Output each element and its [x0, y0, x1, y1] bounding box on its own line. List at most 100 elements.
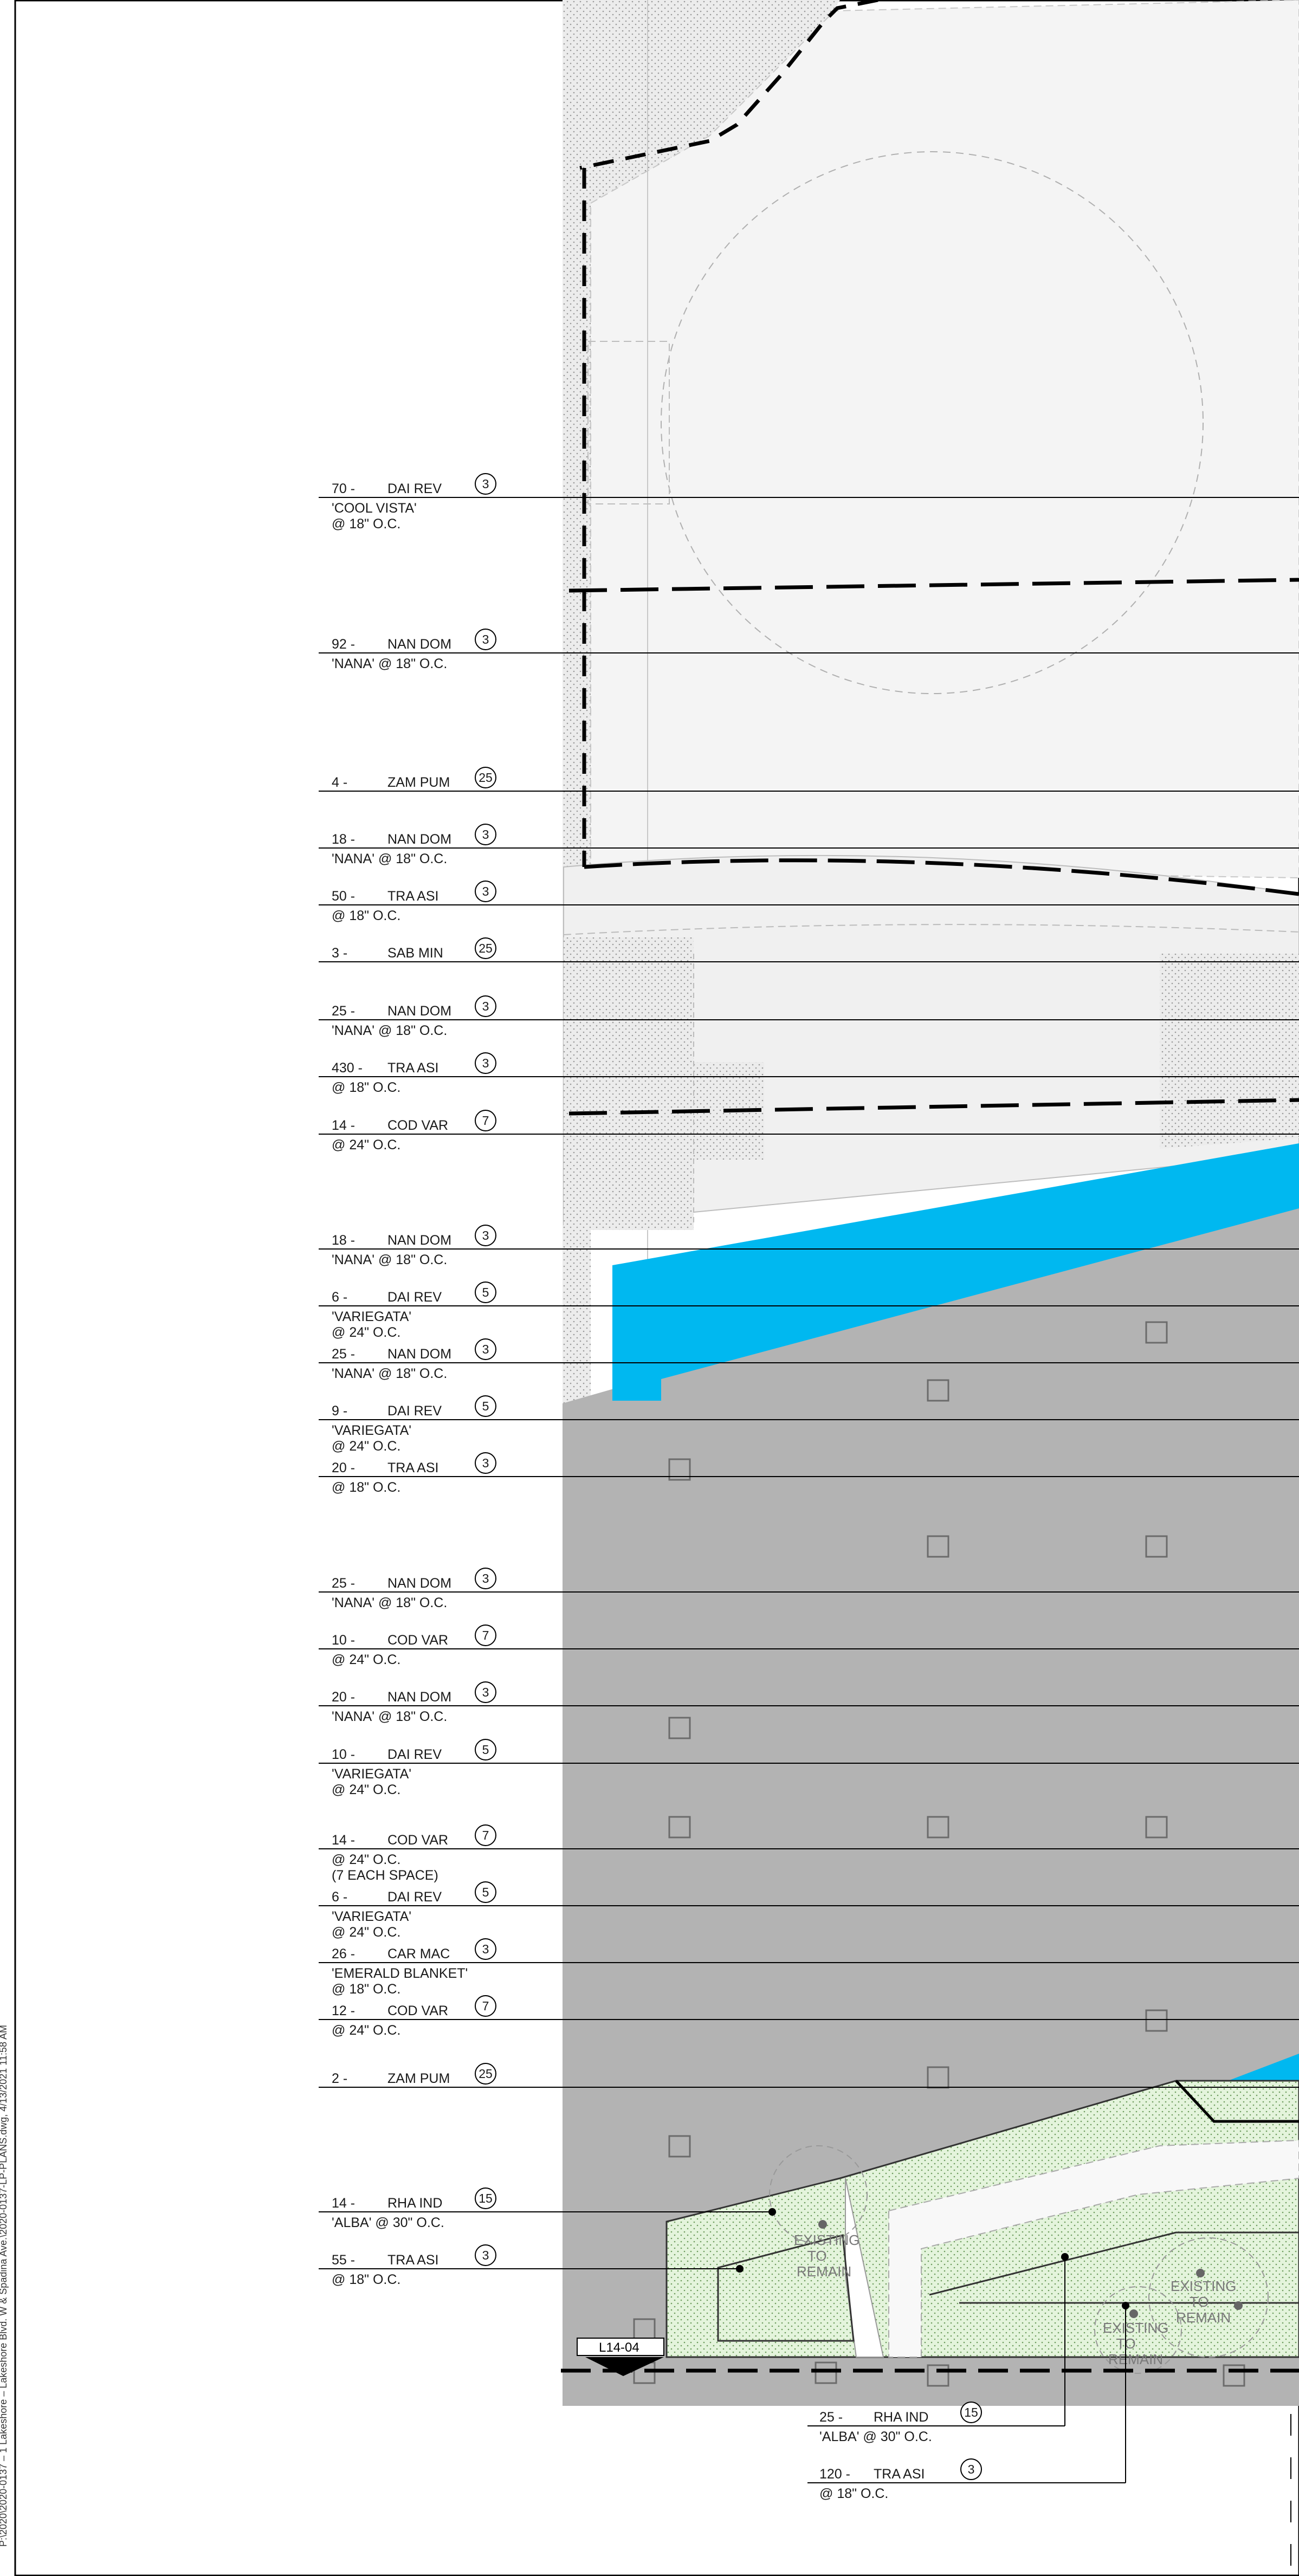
plant-callout-tag: 5 — [482, 1399, 489, 1413]
plant-callout-qty: 12 - — [332, 2003, 355, 2018]
existing-label-1-line3: REMAIN — [797, 2263, 851, 2280]
plant-callout-code: SAB MIN — [387, 946, 443, 961]
plant-callout-tag-circle — [475, 2063, 496, 2085]
bottom-callout-1[interactable]: 120 - TRA ASI 3 @ 18" O.C. — [807, 2302, 1129, 2501]
plant-callout-note: @ 18" O.C. — [332, 1982, 400, 1997]
plant-callout-tag: 25 — [479, 771, 493, 785]
plant-callout-20[interactable]: 26 - CAR MAC 3 'EMERALD BLANKET'@ 18" O.C. — [319, 1938, 1299, 1997]
plant-callout-6[interactable]: 25 - NAN DOM 3 'NANA' @ 18" O.C. — [319, 995, 1299, 1038]
plant-callout-11[interactable]: 25 - NAN DOM 3 'NANA' @ 18" O.C. — [319, 1338, 1299, 1381]
plant-callout-2[interactable]: 4 - ZAM PUM 25 — [319, 767, 1299, 792]
plant-callout-qty: 50 - — [332, 889, 355, 904]
plant-callout-13[interactable]: 20 - TRA ASI 3 @ 18" O.C. — [319, 1452, 1299, 1495]
plant-callout-tag-circle — [475, 2187, 496, 2209]
plant-callout-tag: 7 — [482, 1628, 489, 1642]
plant-callout-tag: 3 — [482, 884, 489, 898]
section-marker[interactable]: L14-04 — [577, 2338, 664, 2376]
plant-callout-21[interactable]: 12 - COD VAR 7 @ 24" O.C. — [319, 1995, 1299, 2038]
plant-callout-qty: 14 - — [332, 1833, 355, 1848]
inner-bed-left — [717, 2234, 855, 2342]
plant-callout-qty: 4 - — [332, 775, 347, 790]
plant-callout-note: 'EMERALD BLANKET' — [332, 1966, 468, 1981]
plant-callout-code: NAN DOM — [387, 1576, 451, 1591]
terrace-hatch-right — [1160, 954, 1299, 1149]
plant-callout-tag-circle — [475, 1052, 496, 1074]
plant-callout-5[interactable]: 3 - SAB MIN 25 — [319, 937, 1299, 962]
plant-callout-tag: 25 — [479, 941, 493, 955]
plant-callout-note: 'VARIEGATA' — [332, 1309, 411, 1324]
plant-callout-note: 'NANA' @ 18" O.C. — [332, 1252, 447, 1267]
existing-label-1-line1: EXISTING — [794, 2232, 859, 2248]
plant-callout-qty: 18 - — [332, 1233, 355, 1248]
plant-callout-qty: 25 - — [332, 1347, 355, 1362]
plant-callout-tag-circle — [475, 995, 496, 1017]
plant-callout-1[interactable]: 92 - NAN DOM 3 'NANA' @ 18" O.C. — [319, 629, 1299, 671]
plant-callout-note: @ 24" O.C. — [332, 1782, 400, 1797]
walkway-2 — [888, 2139, 1299, 2358]
plant-callout-tag: 3 — [482, 1056, 489, 1070]
plant-callout-tag-circle — [475, 1824, 496, 1846]
existing-label-2-line3: REMAIN — [1176, 2309, 1231, 2326]
plant-callout-code: COD VAR — [387, 1833, 448, 1848]
plant-callout-note: @ 24" O.C. — [332, 1137, 400, 1153]
plant-callout-24[interactable]: 55 - TRA ASI 3 @ 18" O.C. — [319, 2244, 744, 2287]
plant-callout-tag: 3 — [482, 1228, 489, 1242]
plant-callout-7[interactable]: 430 - TRA ASI 3 @ 18" O.C. — [319, 1052, 1299, 1095]
plant-callout-qty: 10 - — [332, 1633, 355, 1648]
plant-callout-15[interactable]: 10 - COD VAR 7 @ 24" O.C. — [319, 1624, 1299, 1667]
plant-callout-qty: 3 - — [332, 946, 347, 961]
plant-callout-8[interactable]: 14 - COD VAR 7 @ 24" O.C. — [319, 1110, 1299, 1153]
plant-callout-23[interactable]: 14 - RHA IND 15 'ALBA' @ 30" O.C. — [319, 2187, 776, 2230]
plant-callout-9[interactable]: 18 - NAN DOM 3 'NANA' @ 18" O.C. — [319, 1225, 1299, 1267]
plant-callout-22[interactable]: 2 - ZAM PUM 25 — [319, 2063, 1299, 2088]
section-marker-label: L14-04 — [599, 2340, 639, 2355]
plant-callout-note: 'ALBA' @ 30" O.C. — [332, 2215, 444, 2230]
plant-callout-note: 'NANA' @ 18" O.C. — [332, 1595, 447, 1610]
plant-callout-tag-circle — [475, 1938, 496, 1960]
plant-callout-tag: 3 — [482, 999, 489, 1013]
plant-callout-code: TRA ASI — [387, 1060, 438, 1076]
plant-callout-16[interactable]: 20 - NAN DOM 3 'NANA' @ 18" O.C. — [319, 1681, 1299, 1724]
plant-callout-18[interactable]: 14 - COD VAR 7 @ 24" O.C.(7 EACH SPACE) — [319, 1824, 1299, 1883]
plant-callout-tag-circle — [475, 1624, 496, 1646]
plant-callout-note: @ 24" O.C. — [332, 1852, 400, 1867]
plant-callout-code: NAN DOM — [387, 1233, 451, 1248]
plant-callout-qty: 9 - — [332, 1403, 347, 1419]
plant-callout-tag: 3 — [482, 1456, 489, 1470]
plant-callout-tag-circle — [475, 1338, 496, 1360]
plant-callout-qty: 6 - — [332, 1889, 347, 1905]
plant-callout-note: 'VARIEGATA' — [332, 1423, 411, 1438]
bottom-callout-0[interactable]: 25 - RHA IND 15 'ALBA' @ 30" O.C. — [807, 2253, 1069, 2444]
existing-label-3-line3: REMAIN — [1108, 2351, 1163, 2367]
plant-callout-tag-circle — [475, 1881, 496, 1903]
plant-callout-0[interactable]: 70 - DAI REV 3 'COOL VISTA'@ 18" O.C. — [319, 473, 1299, 532]
plant-callout-tag: 3 — [482, 1571, 489, 1585]
existing-label-2-line2: TO — [1190, 2294, 1209, 2310]
plant-callout-tag-circle — [475, 629, 496, 650]
plant-callout-tag-circle — [475, 2244, 496, 2266]
plant-callout-note: @ 24" O.C. — [332, 1439, 400, 1454]
plant-callout-note: @ 24" O.C. — [332, 2023, 400, 2038]
plant-callout-12[interactable]: 9 - DAI REV 5 'VARIEGATA'@ 24" O.C. — [319, 1395, 1299, 1454]
plant-callout-17[interactable]: 10 - DAI REV 5 'VARIEGATA'@ 24" O.C. — [319, 1739, 1299, 1797]
plant-callout-4[interactable]: 50 - TRA ASI 3 @ 18" O.C. — [319, 881, 1299, 923]
plant-callout-tag: 7 — [482, 1999, 489, 2013]
plan-drawing — [561, 0, 1299, 2406]
plant-callout-code: COD VAR — [387, 2003, 448, 2018]
plant-callout-19[interactable]: 6 - DAI REV 5 'VARIEGATA'@ 24" O.C. — [319, 1881, 1299, 1940]
plant-callout-10[interactable]: 6 - DAI REV 5 'VARIEGATA'@ 24" O.C. — [319, 1281, 1299, 1340]
plant-callout-note: 'NANA' @ 18" O.C. — [332, 1023, 447, 1038]
plant-callout-tag-circle — [475, 473, 496, 495]
bottom-callout-code: RHA IND — [874, 2410, 928, 2425]
plant-callout-note: 'NANA' @ 18" O.C. — [332, 851, 447, 866]
bottom-callout-note: @ 18" O.C. — [819, 2486, 888, 2501]
plant-callout-3[interactable]: 18 - NAN DOM 3 'NANA' @ 18" O.C. — [319, 824, 1299, 866]
plant-callout-14[interactable]: 25 - NAN DOM 3 'NANA' @ 18" O.C. — [319, 1568, 1299, 1610]
bottom-callout-tag-circle — [960, 2458, 982, 2480]
plant-callout-tag: 3 — [482, 1342, 489, 1356]
plant-callout-note: 'COOL VISTA' — [332, 501, 417, 516]
inner-bed-right — [929, 2231, 1299, 2296]
plant-callout-qty: 25 - — [332, 1576, 355, 1591]
plant-callout-qty: 92 - — [332, 637, 355, 652]
plant-callout-tag: 15 — [479, 2191, 493, 2205]
